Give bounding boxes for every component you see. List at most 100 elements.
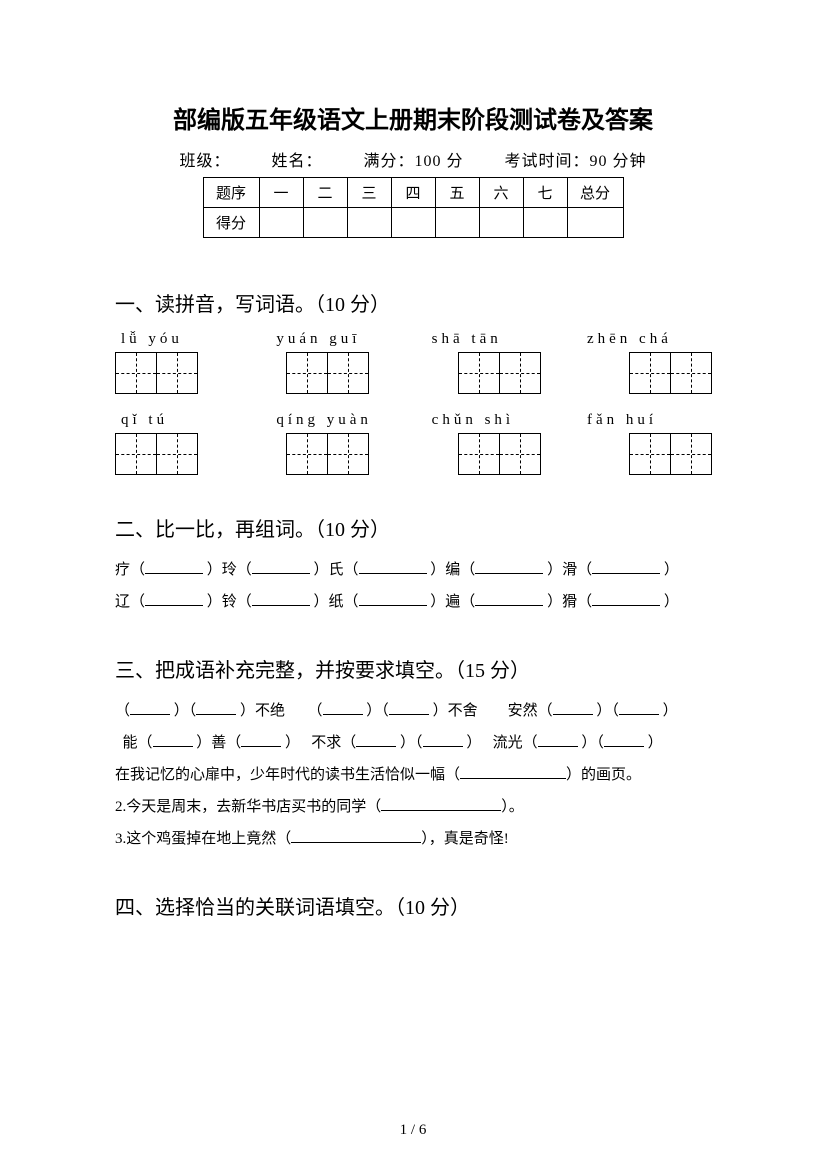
col-7: 七 <box>523 178 567 208</box>
idiom-block: （ ）（ ）不绝 （ ）（ ）不舍 安然（ ）（ ） 能（ ）善（ ） 不求（ … <box>115 697 711 853</box>
col-2: 二 <box>303 178 347 208</box>
mi-box[interactable] <box>629 352 671 394</box>
box-group <box>286 352 368 394</box>
t: 3.这个鸡蛋掉在地上竟然（ <box>115 831 291 847</box>
t: ） 不求（ <box>285 735 356 751</box>
t: ） <box>648 735 663 751</box>
t: 2.今天是周末，去新华书店买书的同学（ <box>115 799 381 815</box>
page-number: 1 / 6 <box>0 1122 826 1139</box>
fill-blank[interactable] <box>252 590 310 606</box>
text: 辽（ <box>115 594 145 610</box>
mi-box[interactable] <box>115 352 157 394</box>
blank-cell[interactable] <box>303 208 347 238</box>
t: ）（ <box>400 735 423 751</box>
t: ） <box>663 703 678 719</box>
fill-blank[interactable] <box>145 590 203 606</box>
blank-cell[interactable] <box>523 208 567 238</box>
blank-cell[interactable] <box>479 208 523 238</box>
fill-blank[interactable] <box>553 699 593 715</box>
mi-box[interactable] <box>286 352 328 394</box>
blank-cell[interactable] <box>567 208 623 238</box>
mi-box[interactable] <box>115 433 157 475</box>
fill-blank[interactable] <box>475 590 543 606</box>
mi-box[interactable] <box>327 433 369 475</box>
mi-box[interactable] <box>458 433 500 475</box>
text: ）猾（ <box>547 594 592 610</box>
mi-box[interactable] <box>499 433 541 475</box>
fill-blank[interactable] <box>619 699 659 715</box>
t: ）的画页。 <box>566 767 641 783</box>
box-group <box>458 352 540 394</box>
fill-blank[interactable] <box>196 699 236 715</box>
fill-blank[interactable] <box>130 699 170 715</box>
t: ）（ <box>366 703 389 719</box>
fill-blank[interactable] <box>145 558 203 574</box>
fill-blank[interactable] <box>538 731 578 747</box>
idiom-line-1: （ ）（ ）不绝 （ ）（ ）不舍 安然（ ）（ ） <box>115 697 711 725</box>
t: ）不舍 安然（ <box>433 703 553 719</box>
mi-box[interactable] <box>156 352 198 394</box>
idiom-line-2: 能（ ）善（ ） 不求（ ）（ ） 流光（ ）（ ） <box>115 729 711 757</box>
fill-blank[interactable] <box>291 827 421 843</box>
writing-boxes-row-1 <box>115 352 711 394</box>
fill-blank[interactable] <box>389 699 429 715</box>
section4-heading: 四、选择恰当的关联词语填空。（10 分） <box>115 891 711 920</box>
text: ）玲（ <box>207 562 252 578</box>
fill-blank[interactable] <box>323 699 363 715</box>
text: ）编（ <box>430 562 475 578</box>
pinyin-row-2: qǐ tú qíng yuàn chǔn shì fǎn huí <box>115 412 711 429</box>
fill-blank[interactable] <box>460 763 566 779</box>
fill-blank[interactable] <box>359 558 427 574</box>
section2-heading: 二、比一比，再组词。（10 分） <box>115 513 711 542</box>
blank-cell[interactable] <box>435 208 479 238</box>
mi-box[interactable] <box>327 352 369 394</box>
t: ）善（ <box>196 735 241 751</box>
t: 在我记忆的心扉中，少年时代的读书生活恰似一幅（ <box>115 767 460 783</box>
fill-blank[interactable] <box>381 795 501 811</box>
col-4: 四 <box>391 178 435 208</box>
writing-boxes-row-2 <box>115 433 711 475</box>
t: ）不绝 （ <box>240 703 323 719</box>
total-label: 总分 <box>567 178 623 208</box>
blank-cell[interactable] <box>347 208 391 238</box>
fill-blank[interactable] <box>592 590 660 606</box>
section3-heading: 三、把成语补充完整，并按要求填空。（15 分） <box>115 654 711 683</box>
idiom-line-4: 2.今天是周末，去新华书店买书的同学（ ）。 <box>115 793 711 821</box>
pinyin-1: lǚ yóu <box>115 331 245 348</box>
mi-box[interactable] <box>629 433 671 475</box>
fill-blank[interactable] <box>252 558 310 574</box>
pinyin-5: qǐ tú <box>115 412 245 429</box>
mi-box[interactable] <box>156 433 198 475</box>
pinyin-6: qíng yuàn <box>270 412 400 429</box>
t: ）（ <box>174 703 197 719</box>
page-total: 6 <box>419 1122 427 1138</box>
mi-box[interactable] <box>286 433 328 475</box>
t: ）（ <box>581 735 604 751</box>
mi-box[interactable] <box>458 352 500 394</box>
fill-blank[interactable] <box>241 731 281 747</box>
fill-blank[interactable] <box>359 590 427 606</box>
box-group <box>629 352 711 394</box>
fill-blank[interactable] <box>475 558 543 574</box>
pinyin-8: fǎn huí <box>581 412 711 429</box>
row1-label: 题序 <box>203 178 259 208</box>
page-title: 部编版五年级语文上册期末阶段测试卷及答案 <box>115 100 711 135</box>
blank-cell[interactable] <box>259 208 303 238</box>
mi-box[interactable] <box>499 352 541 394</box>
fill-blank[interactable] <box>592 558 660 574</box>
box-group <box>115 433 197 475</box>
blank-cell[interactable] <box>391 208 435 238</box>
t: （ <box>115 703 130 719</box>
text: ）纸（ <box>314 594 359 610</box>
t: ）。 <box>501 799 524 815</box>
score-table: 题序 一 二 三 四 五 六 七 总分 得分 <box>203 177 624 238</box>
text: ）铃（ <box>207 594 252 610</box>
fill-blank[interactable] <box>423 731 463 747</box>
mi-box[interactable] <box>670 433 712 475</box>
full-score: 满分：100 分 <box>364 153 464 170</box>
fill-blank[interactable] <box>153 731 193 747</box>
box-group <box>629 433 711 475</box>
fill-blank[interactable] <box>604 731 644 747</box>
mi-box[interactable] <box>670 352 712 394</box>
fill-blank[interactable] <box>356 731 396 747</box>
